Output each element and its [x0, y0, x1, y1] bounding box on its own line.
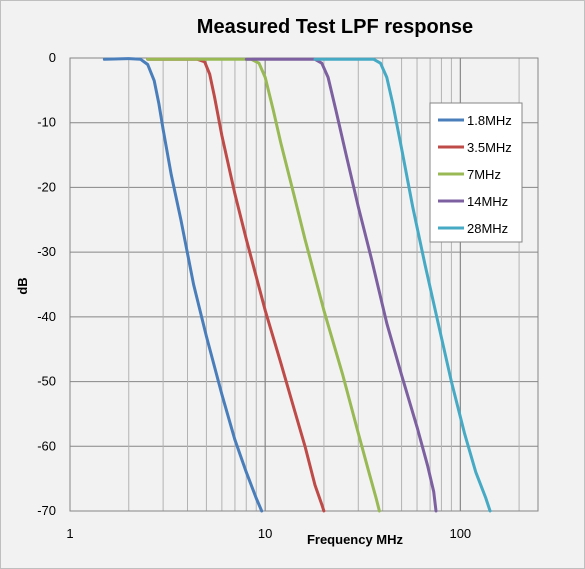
y-tick-label: -30 [37, 244, 56, 259]
x-tick-label: 100 [449, 526, 471, 541]
grid [70, 58, 538, 511]
series-line [313, 57, 492, 513]
chart-title: Measured Test LPF response [197, 16, 473, 38]
y-tick-label: -40 [37, 309, 56, 324]
series-line [102, 57, 264, 513]
x-tick-label: 1 [66, 526, 73, 541]
legend-label: 7MHz [467, 167, 501, 182]
series-line [146, 57, 381, 513]
y-axis-ticks: 0 -10 -20 -30 -40 -50 -60 -70 [37, 50, 56, 518]
y-tick-label: -10 [37, 115, 56, 130]
legend-label: 14MHz [467, 194, 508, 209]
x-axis-label: Frequency MHz [307, 532, 404, 547]
legend-label: 1.8MHz [467, 113, 512, 128]
x-axis-ticks: 1 10 100 [66, 526, 471, 541]
y-tick-label: -70 [37, 503, 56, 518]
series-line [146, 57, 326, 513]
x-tick-label: 10 [258, 526, 272, 541]
y-tick-label: -60 [37, 438, 56, 453]
series-layer [102, 57, 492, 513]
y-axis-label: dB [15, 277, 30, 294]
legend-label: 28MHz [467, 221, 508, 236]
legend: 1.8MHz 3.5MHz 7MHz 14MHz 28MHz [429, 102, 523, 243]
legend-label: 3.5MHz [467, 140, 512, 155]
series-line [244, 57, 438, 513]
y-tick-label: -20 [37, 179, 56, 194]
y-tick-label: -50 [37, 374, 56, 389]
y-tick-label: 0 [49, 50, 56, 65]
